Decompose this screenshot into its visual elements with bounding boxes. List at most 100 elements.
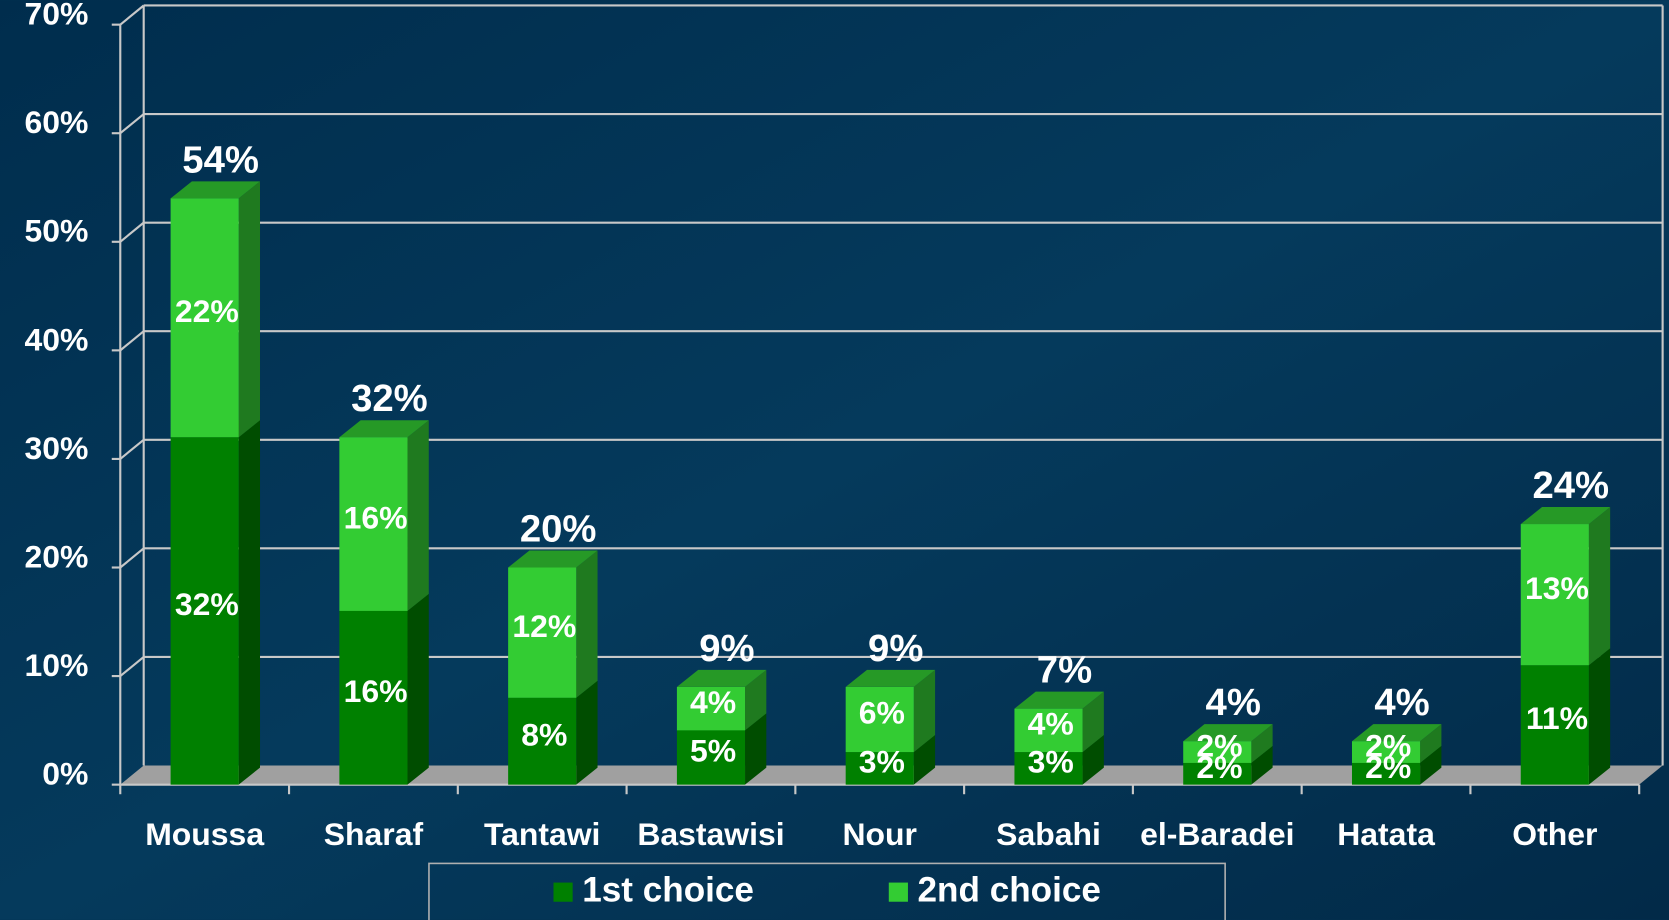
data-label: 32% [175,586,239,622]
data-label: 2% [1196,727,1242,763]
legend-swatch [553,882,573,902]
bar-top [170,181,261,199]
bar-side [576,550,598,698]
bar [1520,665,1589,785]
data-label: 2% [1196,749,1242,785]
legend-label: 2nd choice [918,870,1101,909]
bar-top [508,550,598,568]
bar [1014,752,1083,785]
bar-top [1183,724,1273,742]
y-tick-label: 50% [24,213,88,249]
bar-side [1588,507,1611,666]
legend-box [428,862,1226,920]
bar [508,567,577,698]
y-tick-label: 10% [24,647,88,683]
y-tick-label: 20% [24,538,88,574]
bar-top [339,420,429,438]
total-label: 20% [520,507,597,550]
y-tick-label: 40% [24,321,88,357]
data-label: 6% [859,695,905,731]
bar [845,686,914,753]
total-label: 7% [1037,649,1092,692]
data-label: 2% [1365,749,1411,785]
bar-side [1251,745,1273,785]
bar-top [845,669,936,687]
bar-side [913,735,936,785]
data-label: 2% [1365,727,1411,763]
bar-side [1251,724,1273,763]
data-label: 5% [690,733,736,769]
bar [1014,708,1083,753]
grid-line [119,330,145,352]
bar-top [1520,507,1611,525]
total-label: 24% [1532,464,1609,507]
total-label: 4% [1206,681,1261,724]
bar [170,437,239,785]
x-tick-label: Moussa [145,816,264,852]
data-label: 16% [344,673,408,709]
data-label: 8% [521,716,567,752]
bar-side [745,713,767,785]
grid-line [119,547,145,569]
bar-side [1082,691,1104,753]
bar [1183,762,1252,785]
grid-line [119,656,145,677]
bar [676,730,746,785]
bar [1351,762,1421,785]
x-tick-label: Sharaf [324,816,424,852]
x-tick-label: Nour [842,816,916,852]
data-label: 11% [1526,700,1588,736]
bar [1520,524,1589,666]
x-tick-label: Other [1512,816,1597,852]
data-label: 4% [1028,706,1074,742]
total-label: 54% [182,138,259,181]
total-label: 9% [699,627,754,670]
data-label: 13% [1525,570,1589,606]
total-label: 32% [351,377,428,420]
bar [339,437,408,611]
grid-line [119,221,145,243]
bar-side [238,420,261,785]
bar-side [407,420,429,611]
y-tick-label: 60% [24,104,88,140]
bar-side [913,669,936,753]
bar-top [1014,691,1104,709]
bar-top [676,669,767,687]
bar-side [1082,735,1104,785]
x-tick-label: Sabahi [996,816,1101,852]
bar-top [1351,724,1442,742]
data-label: 12% [512,608,576,644]
bar-side [1588,648,1611,785]
grid-line [119,113,145,135]
legend-swatch [888,882,908,902]
y-tick-label: 70% [24,0,88,32]
x-tick-label: Tantawi [484,816,600,852]
data-label: 4% [690,684,736,720]
legend-label: 1st choice [582,870,754,909]
bar-side [238,181,261,438]
bar [676,686,746,731]
grid-line [119,438,145,460]
data-label: 16% [344,499,408,535]
bar-side [407,593,429,785]
total-label: 4% [1374,681,1429,724]
bar-side [1420,724,1442,763]
grid-line [119,4,145,26]
data-label: 22% [175,293,239,329]
x-tick-label: Hatata [1337,816,1435,852]
bar [845,752,914,785]
bar [1183,741,1252,763]
x-tick-label: Bastawisi [637,816,784,852]
bar-side [576,680,598,785]
bar [170,198,239,438]
y-tick-label: 30% [24,430,88,466]
data-label: 3% [859,744,905,780]
x-tick-label: el-Baradei [1140,816,1294,852]
bar-side [1420,745,1442,785]
bar [1351,741,1421,763]
data-label: 3% [1028,744,1074,780]
y-tick-label: 0% [42,756,88,792]
bar [508,697,577,785]
total-label: 9% [868,627,923,670]
